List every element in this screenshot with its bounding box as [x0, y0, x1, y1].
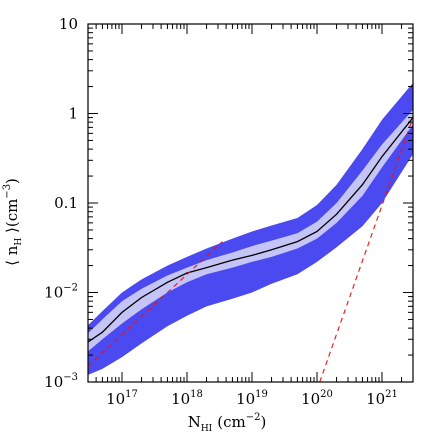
x-tick-label: 1019: [236, 389, 268, 408]
y-axis-title: ⟨ nH ⟩(cm−3): [2, 178, 24, 266]
x-tick-label: 1021: [366, 389, 398, 408]
reference-line-1: [88, 241, 223, 367]
tick-labels: 1017 1018 1019 1020 1021 10 1 0.1 10−2 10−3: [44, 15, 398, 408]
y-tick-label: 10−3: [44, 372, 78, 391]
outer-band: [88, 82, 413, 375]
y-tick-label: 1: [68, 105, 78, 123]
x-tick-label: 1017: [106, 389, 138, 408]
x-axis-title: NHI (cm−2): [188, 412, 267, 434]
plot-area: [88, 82, 413, 382]
x-tick-label: 1020: [301, 389, 333, 408]
y-tick-label: 0.1: [54, 194, 78, 212]
y-tick-label: 10: [59, 15, 78, 33]
y-tick-label: 10−2: [44, 283, 78, 302]
reference-line-2: [319, 117, 413, 382]
median-line: [88, 117, 413, 343]
axis-ticks: [87, 23, 414, 383]
x-tick-label: 1018: [171, 389, 203, 408]
